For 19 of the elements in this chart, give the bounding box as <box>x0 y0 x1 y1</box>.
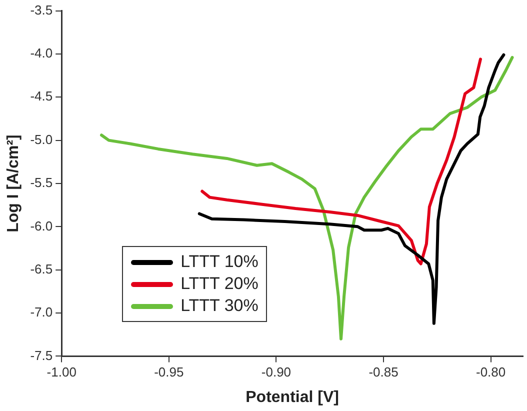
x-axis-title: Potential [V] <box>246 388 339 406</box>
y-tick-label: -4.5 <box>30 88 53 104</box>
x-tick-label: -1.00 <box>46 364 76 380</box>
y-tick-label: -7.5 <box>30 348 53 363</box>
y-tick-label: -5.5 <box>30 175 53 190</box>
x-tick-label: -0.80 <box>476 364 506 380</box>
legend-label: LTTT 20% <box>180 274 258 294</box>
y-tick-label: -5.0 <box>30 132 53 147</box>
y-tick-label: -6.0 <box>30 218 53 234</box>
x-tick-label: -0.95 <box>154 364 184 380</box>
y-axis-title: Log I [A/cm²] <box>5 134 22 232</box>
x-tick-label: -0.85 <box>368 364 398 380</box>
y-tick-label: -4.0 <box>30 46 53 61</box>
y-tick-label: -7.0 <box>30 304 53 320</box>
y-tick-label: -6.5 <box>30 261 53 276</box>
y-tick-label: -3.5 <box>30 2 53 18</box>
legend-label: LTTT 30% <box>180 296 258 316</box>
x-tick-label: -0.90 <box>261 364 292 380</box>
legend-label: LTTT 10% <box>180 252 258 272</box>
